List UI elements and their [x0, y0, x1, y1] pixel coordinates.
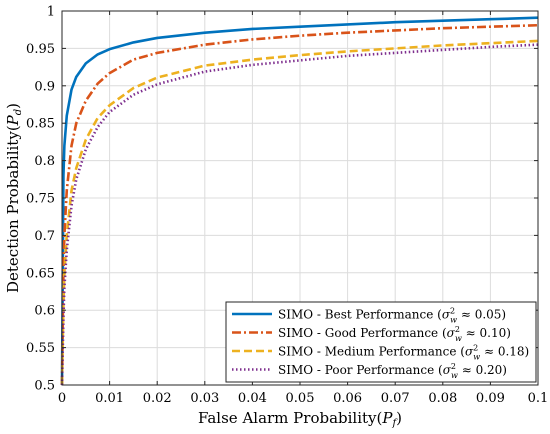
x-tick-label: 0.1: [528, 391, 549, 406]
y-tick-label: 0.95: [26, 42, 55, 57]
y-tick-label: 0.55: [26, 341, 55, 356]
y-tick-label: 0.85: [26, 117, 55, 132]
y-tick-label: 0.75: [26, 192, 55, 207]
series-line-2: [60, 39, 539, 386]
y-tick-label: 0.65: [26, 266, 55, 281]
x-tick-label: 0.08: [428, 391, 457, 406]
y-tick-label: 0.6: [34, 304, 55, 319]
series-lines: [60, 16, 539, 386]
x-tick-label: 0.07: [381, 391, 410, 406]
x-tick-label: 0.06: [333, 391, 362, 406]
x-tick-label: 0: [58, 391, 66, 406]
x-tick-label: 0.05: [286, 391, 315, 406]
series-line-0: [60, 16, 539, 386]
x-tick-label: 0.02: [143, 391, 172, 406]
legend: SIMO - Best Performance (σ2 w ≈ 0.05)SIMO…: [225, 301, 537, 383]
series-line-1: [60, 23, 539, 386]
x-tick-label: 0.09: [476, 391, 505, 406]
y-tick-label: 0.5: [34, 379, 55, 394]
y-tick-label: 0.9: [34, 79, 55, 94]
legend-label-3: SIMO - Poor Performance (σ2 w ≈ 0.20): [278, 362, 507, 380]
legend-label-1: SIMO - Good Performance (σ2 w ≈ 0.10): [278, 325, 511, 343]
y-tick-label: 0.7: [34, 229, 55, 244]
x-tick-label: 0.04: [238, 391, 267, 406]
x-tick-label: 0.01: [95, 391, 124, 406]
y-axis-title: Detection Probability(Pd): [4, 103, 24, 293]
axis-ticks: 0 0.01 0.02 0.03 0.04 0.05 0.06 0.07 0.08 0.09 0.1…: [26, 5, 548, 407]
x-axis-title: False Alarm Probability(Pf): [198, 409, 402, 429]
y-tick-label: 0.8: [34, 154, 55, 169]
x-tick-label: 0.03: [190, 391, 219, 406]
y-tick-label: 1: [47, 5, 55, 20]
legend-box: [225, 301, 537, 383]
legend-label-0: SIMO - Best Performance (σ2 w ≈ 0.05): [278, 307, 506, 325]
legend-label-2: SIMO - Medium Performance (σ2 w ≈ 0.18): [278, 344, 529, 362]
